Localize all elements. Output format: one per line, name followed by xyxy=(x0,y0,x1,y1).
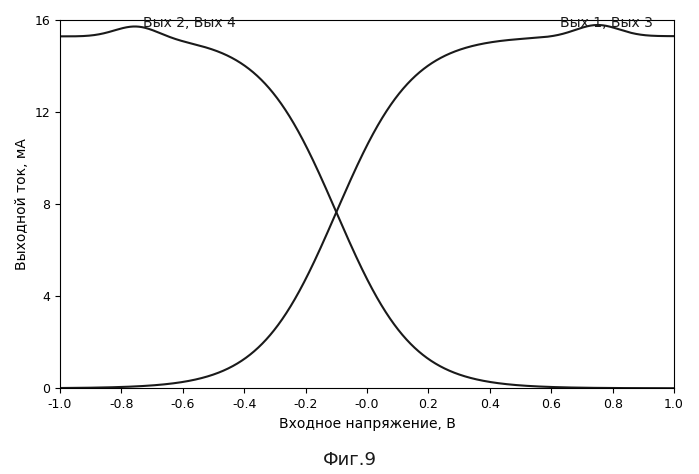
Text: Фиг.9: Фиг.9 xyxy=(322,451,377,469)
X-axis label: Входное напряжение, В: Входное напряжение, В xyxy=(279,417,456,430)
Text: Вых 1, Вых 3: Вых 1, Вых 3 xyxy=(561,17,654,30)
Text: Вых 2, Вых 4: Вых 2, Вых 4 xyxy=(143,17,236,30)
Y-axis label: Выходной ток, мА: Выходной ток, мА xyxy=(15,138,29,270)
